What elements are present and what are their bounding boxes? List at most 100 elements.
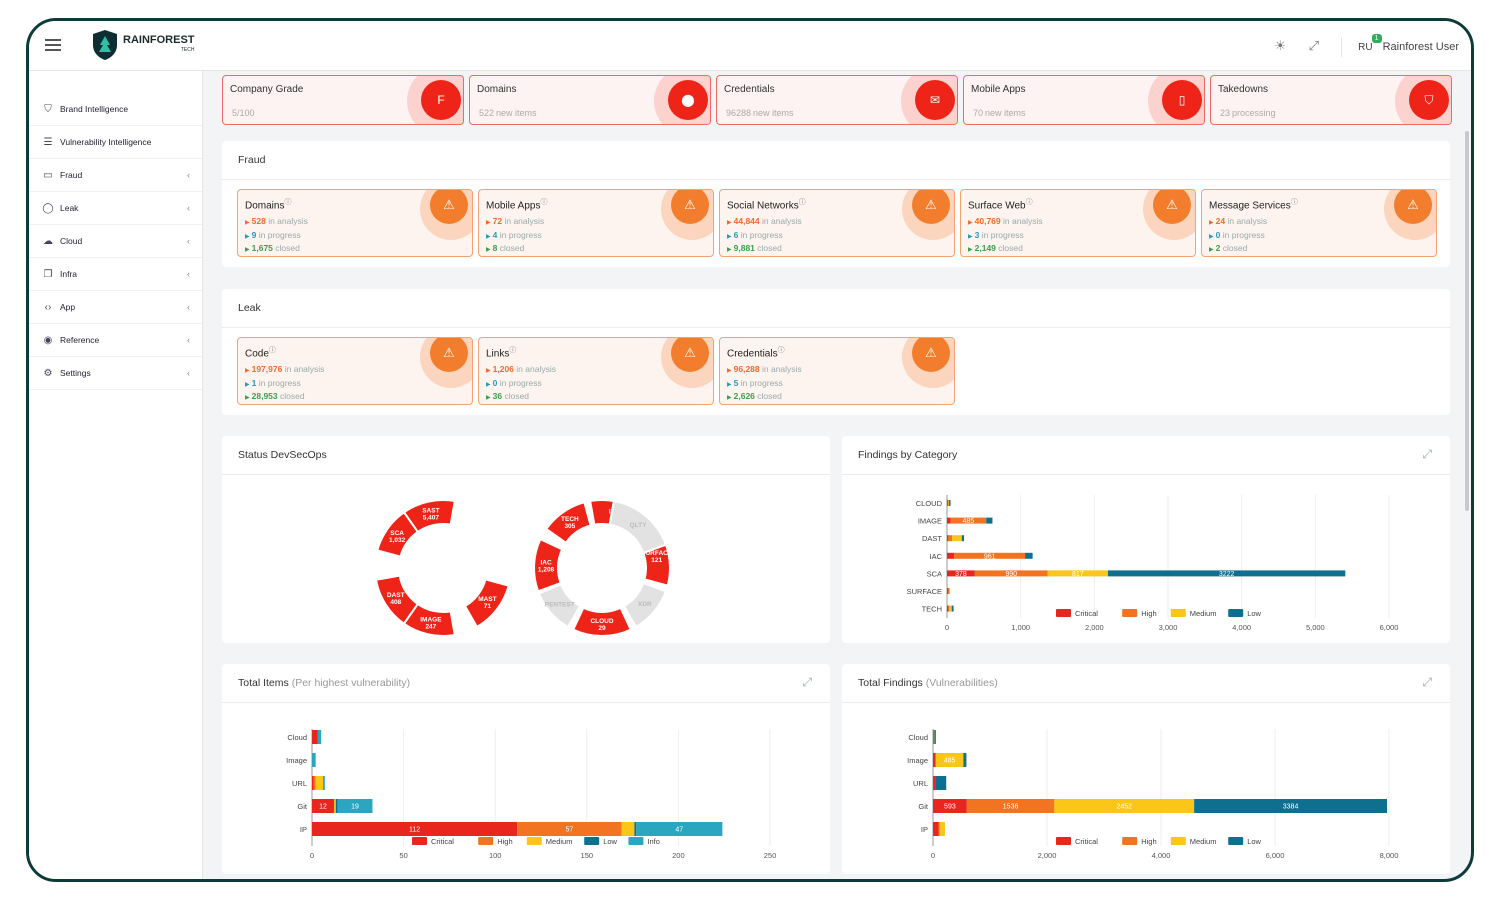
segment-iac[interactable] — [533, 537, 564, 593]
legend-label[interactable]: High — [1141, 609, 1156, 618]
summary-card-credentials[interactable]: ✉ Credentials 96288 new items — [716, 75, 958, 125]
bar-segment-info[interactable] — [317, 730, 322, 744]
bar-segment-info[interactable] — [322, 776, 325, 790]
bar-segment-low[interactable] — [634, 822, 637, 836]
bar-segment-medium[interactable] — [935, 753, 964, 767]
info-icon[interactable]: ⓘ — [540, 199, 548, 206]
bar-segment-low[interactable] — [1194, 799, 1388, 813]
sidebar-item-cloud[interactable]: ☁ Cloud ‹ — [29, 225, 202, 258]
bar-segment-critical[interactable] — [947, 605, 949, 612]
theme-toggle-icon[interactable]: ☀ — [1274, 38, 1286, 53]
segment-tech[interactable] — [544, 501, 592, 545]
bar-segment-low[interactable] — [935, 776, 947, 790]
segment-pentest[interactable] — [537, 583, 582, 629]
segment-dast[interactable] — [374, 574, 420, 626]
bar-segment-medium[interactable] — [315, 776, 323, 790]
legend-label[interactable]: Critical — [1075, 837, 1098, 846]
brand-logo[interactable]: RAINFOREST TECH — [91, 29, 195, 61]
bar-segment-critical[interactable] — [933, 776, 936, 790]
info-icon[interactable]: ⓘ — [284, 199, 292, 206]
legend-label[interactable]: Medium — [1190, 837, 1217, 846]
legend-label[interactable]: Info — [647, 837, 660, 846]
bar-segment-critical[interactable] — [933, 799, 967, 813]
bar-segment-high[interactable] — [517, 822, 622, 836]
summary-card-mobile-apps[interactable]: ▯ Mobile Apps 70 new items — [963, 75, 1205, 125]
segment-mast[interactable] — [463, 578, 510, 629]
bar-segment-info[interactable] — [636, 822, 723, 836]
fraud-card-mobile-apps[interactable]: ⚠ Mobile Appsⓘ ▶ 72 in analysis ▶ 4 in progre… — [478, 189, 714, 257]
bar-segment-high[interactable] — [313, 776, 316, 790]
info-icon[interactable]: ⓘ — [798, 199, 806, 206]
summary-card-domains[interactable]: ⬤ Domains 522 new items — [469, 75, 711, 125]
bar-segment-critical[interactable] — [312, 822, 518, 836]
segment-sast[interactable] — [402, 499, 456, 534]
sidebar-item-fraud[interactable]: ▭ Fraud ‹ — [29, 159, 202, 192]
fullscreen-icon[interactable]: ⤢ — [1308, 38, 1319, 53]
info-icon[interactable]: ⓘ — [777, 347, 785, 354]
fraud-card-message-services[interactable]: ⚠ Message Servicesⓘ ▶ 24 in analysis ▶ 0 in p… — [1201, 189, 1437, 257]
sidebar-item-vulnerability-intelligence[interactable]: ☰ Vulnerability Intelligence — [29, 126, 202, 159]
bar-segment-low[interactable] — [1107, 570, 1346, 577]
info-icon[interactable]: ⓘ — [268, 347, 276, 354]
bar-segment-high[interactable] — [966, 799, 1055, 813]
bar-segment-medium[interactable] — [1054, 799, 1195, 813]
info-icon[interactable]: ⓘ — [509, 347, 517, 354]
bar-segment-medium[interactable] — [1047, 570, 1108, 577]
bar-segment-medium[interactable] — [939, 822, 945, 836]
bar-segment-low[interactable] — [951, 605, 954, 612]
sidebar-item-settings[interactable]: ⚙ Settings ‹ — [29, 357, 202, 390]
bar-segment-critical[interactable] — [312, 799, 334, 813]
bar-segment-critical[interactable] — [933, 753, 936, 767]
segment-image[interactable] — [402, 602, 456, 637]
bar-segment-low[interactable] — [949, 500, 951, 506]
segment-xdr[interactable] — [622, 581, 668, 629]
expand-icon[interactable]: ⤢ — [802, 675, 812, 689]
bar-segment-critical[interactable] — [933, 822, 939, 836]
segment-sca[interactable] — [376, 510, 420, 558]
bar-segment-critical[interactable] — [947, 570, 975, 577]
bar-segment-critical[interactable] — [312, 776, 314, 790]
bar-segment-critical[interactable] — [947, 552, 955, 559]
bar-segment-medium[interactable] — [952, 535, 962, 542]
bar-segment-critical[interactable] — [947, 588, 949, 594]
bar-segment-high[interactable] — [947, 535, 953, 542]
bar-segment-info[interactable] — [312, 753, 316, 767]
expand-icon[interactable]: ⤢ — [1422, 675, 1432, 689]
bar-segment-low[interactable] — [335, 799, 338, 813]
bar-segment-low[interactable] — [961, 535, 965, 542]
fraud-card-surface-web[interactable]: ⚠ Surface Webⓘ ▶ 40,769 in analysis ▶ 3 in pr… — [960, 189, 1196, 257]
fraud-card-domains[interactable]: ⚠ Domainsⓘ ▶ 528 in analysis ▶ 9 in progress ▶… — [237, 189, 473, 257]
summary-card-takedowns[interactable]: ⛉ Takedowns 23 processing — [1210, 75, 1452, 125]
segment-cloud[interactable] — [571, 606, 633, 637]
leak-card-links[interactable]: ⚠ Linksⓘ ▶ 1,206 in analysis ▶ 0 in progress ▶… — [478, 337, 714, 405]
bar-segment-medium[interactable] — [621, 822, 635, 836]
bar-segment-critical[interactable] — [947, 517, 951, 524]
bar-segment-medium[interactable] — [333, 799, 336, 813]
sidebar-item-brand-intelligence[interactable]: ⛉ Brand Intelligence — [29, 93, 202, 126]
leak-card-code[interactable]: ⚠ Codeⓘ ▶ 197,976 in analysis ▶ 1 in progress… — [237, 337, 473, 405]
info-icon[interactable]: ⓘ — [1025, 199, 1033, 206]
sidebar-item-leak[interactable]: ◯ Leak ‹ — [29, 192, 202, 225]
legend-label[interactable]: Low — [603, 837, 617, 846]
summary-card-company-grade[interactable]: F Company Grade 5/100 — [222, 75, 464, 125]
bar-segment-critical[interactable] — [312, 730, 318, 744]
legend-label[interactable]: Low — [1247, 837, 1261, 846]
bar-segment-low[interactable] — [1025, 552, 1033, 559]
legend-label[interactable]: High — [497, 837, 512, 846]
bar-segment-low[interactable] — [934, 730, 936, 744]
legend-label[interactable]: Low — [1247, 609, 1261, 618]
menu-icon[interactable] — [45, 39, 61, 51]
bar-segment-high[interactable] — [950, 517, 987, 524]
fraud-card-social-networks[interactable]: ⚠ Social Networksⓘ ▶ 44,844 in analysis ▶ 6 i… — [719, 189, 955, 257]
legend-label[interactable]: Critical — [1075, 609, 1098, 618]
legend-label[interactable]: High — [1141, 837, 1156, 846]
scrollbar[interactable] — [1465, 131, 1469, 511]
legend-label[interactable]: Medium — [546, 837, 573, 846]
avatar[interactable]: RU 1 — [1358, 33, 1382, 53]
sidebar-item-infra[interactable]: ❐ Infra ‹ — [29, 258, 202, 291]
bar-segment-low[interactable] — [963, 753, 967, 767]
bar-segment-high[interactable] — [974, 570, 1048, 577]
sidebar-item-reference[interactable]: ◉ Reference ‹ — [29, 324, 202, 357]
bar-segment-medium[interactable] — [949, 605, 952, 612]
bar-segment-low[interactable] — [986, 517, 993, 524]
